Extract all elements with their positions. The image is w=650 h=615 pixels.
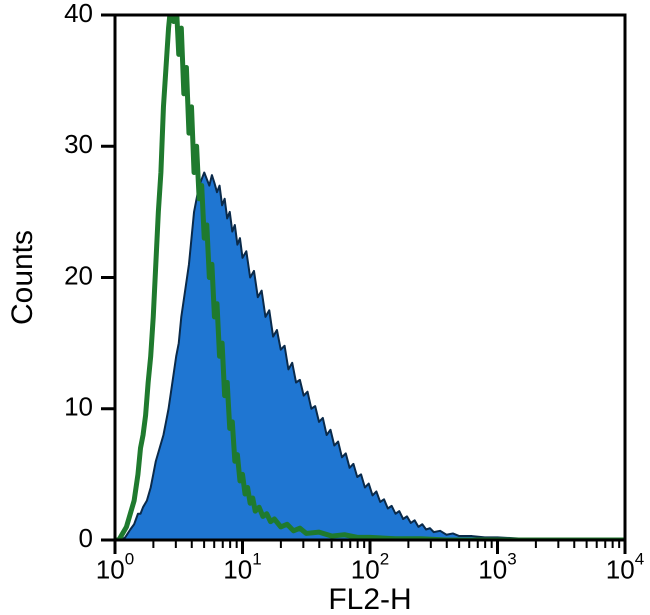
- svg-text:10: 10: [64, 392, 93, 422]
- svg-text:30: 30: [64, 129, 93, 159]
- svg-text:0: 0: [79, 523, 93, 553]
- svg-text:20: 20: [64, 260, 93, 290]
- flow-cytometry-histogram: 010203040100101102103104FL2-HCounts: [0, 0, 650, 615]
- svg-text:Counts: Counts: [6, 230, 39, 325]
- chart-svg: 010203040100101102103104FL2-HCounts: [0, 0, 650, 615]
- svg-text:FL2-H: FL2-H: [328, 583, 411, 615]
- svg-text:40: 40: [64, 0, 93, 28]
